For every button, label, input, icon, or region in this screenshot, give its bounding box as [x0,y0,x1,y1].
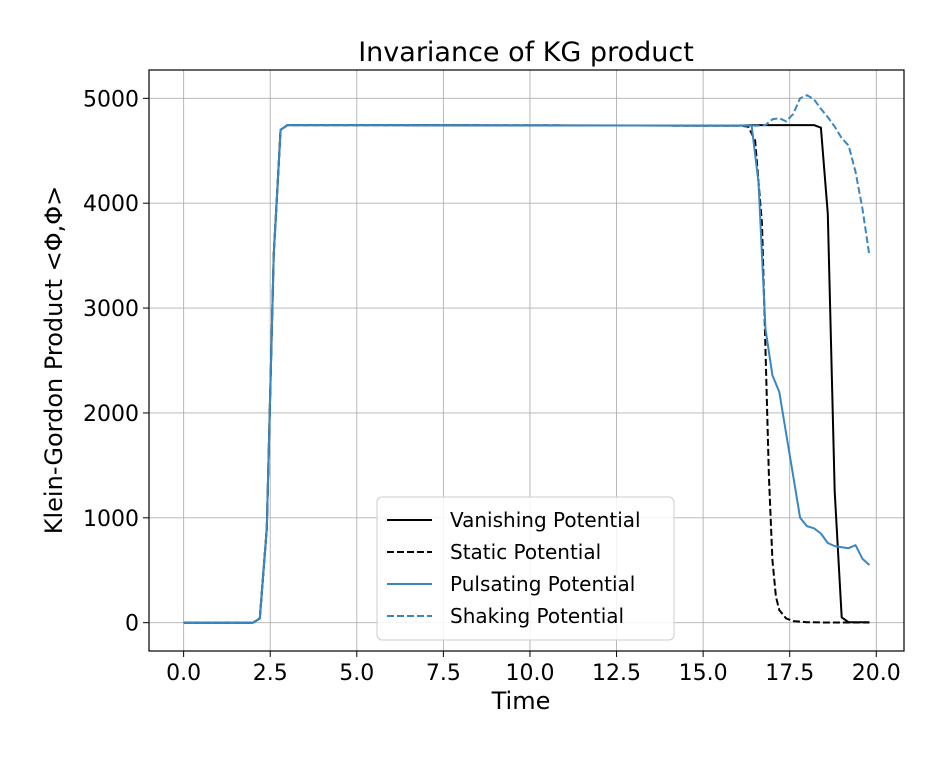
x-tick-label: 17.5 [765,661,814,686]
legend-label: Vanishing Potential [450,508,641,532]
x-tick-label: 0.0 [166,661,201,686]
grid [149,70,904,651]
legend-label: Static Potential [450,540,601,564]
x-tick-label: 20.0 [852,661,901,686]
x-tick-label: 15.0 [679,661,728,686]
y-axis-ticks: 0 1000 2000 3000 4000 5000 [83,87,149,637]
y-tick-label: 1000 [83,507,139,532]
x-tick-label: 5.0 [339,661,374,686]
y-tick-label: 5000 [83,87,139,112]
legend: Vanishing Potential Static Potential Pulsa… [376,496,675,641]
y-tick-label: 4000 [83,192,139,217]
x-tick-label: 7.5 [426,661,461,686]
x-tick-label: 2.5 [253,661,288,686]
series-line-shaking-potential [183,94,871,624]
plot-frame [148,69,905,652]
y-axis-label: Klein-Gordon Product <Φ,Φ> [40,186,68,534]
y-tick-label: 2000 [83,402,139,427]
legend-label: Shaking Potential [450,604,624,628]
legend-box [376,496,675,641]
x-axis-ticks: 0.0 2.5 5.0 7.5 10.0 12.5 15.0 17.5 20.0 [166,651,901,686]
x-tick-label: 12.5 [592,661,641,686]
chart-title: Invariance of KG product [358,37,694,68]
x-axis-label: Time [491,687,551,715]
y-tick-label: 0 [125,612,139,637]
series-lines [183,94,871,624]
y-tick-label: 3000 [83,297,139,322]
legend-label: Pulsating Potential [450,572,635,596]
x-tick-label: 10.0 [505,661,554,686]
